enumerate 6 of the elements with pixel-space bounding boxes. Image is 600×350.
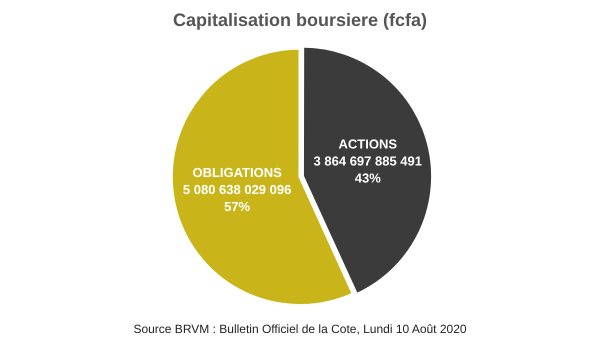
chart-title: Capitalisation boursiere (fcfa) <box>172 10 428 30</box>
source-note: Source BRVM : Bulletin Officiel de la Cote, Lundi 10 Août 2020 <box>132 322 468 336</box>
data-label: 5 080 638 029 096 57% <box>182 182 292 214</box>
data-label: 3 864 697 885 491 43% <box>314 154 422 186</box>
slice-label: ACTIONS <box>338 136 398 152</box>
slice-label: OBLIGATIONS <box>192 165 282 180</box>
